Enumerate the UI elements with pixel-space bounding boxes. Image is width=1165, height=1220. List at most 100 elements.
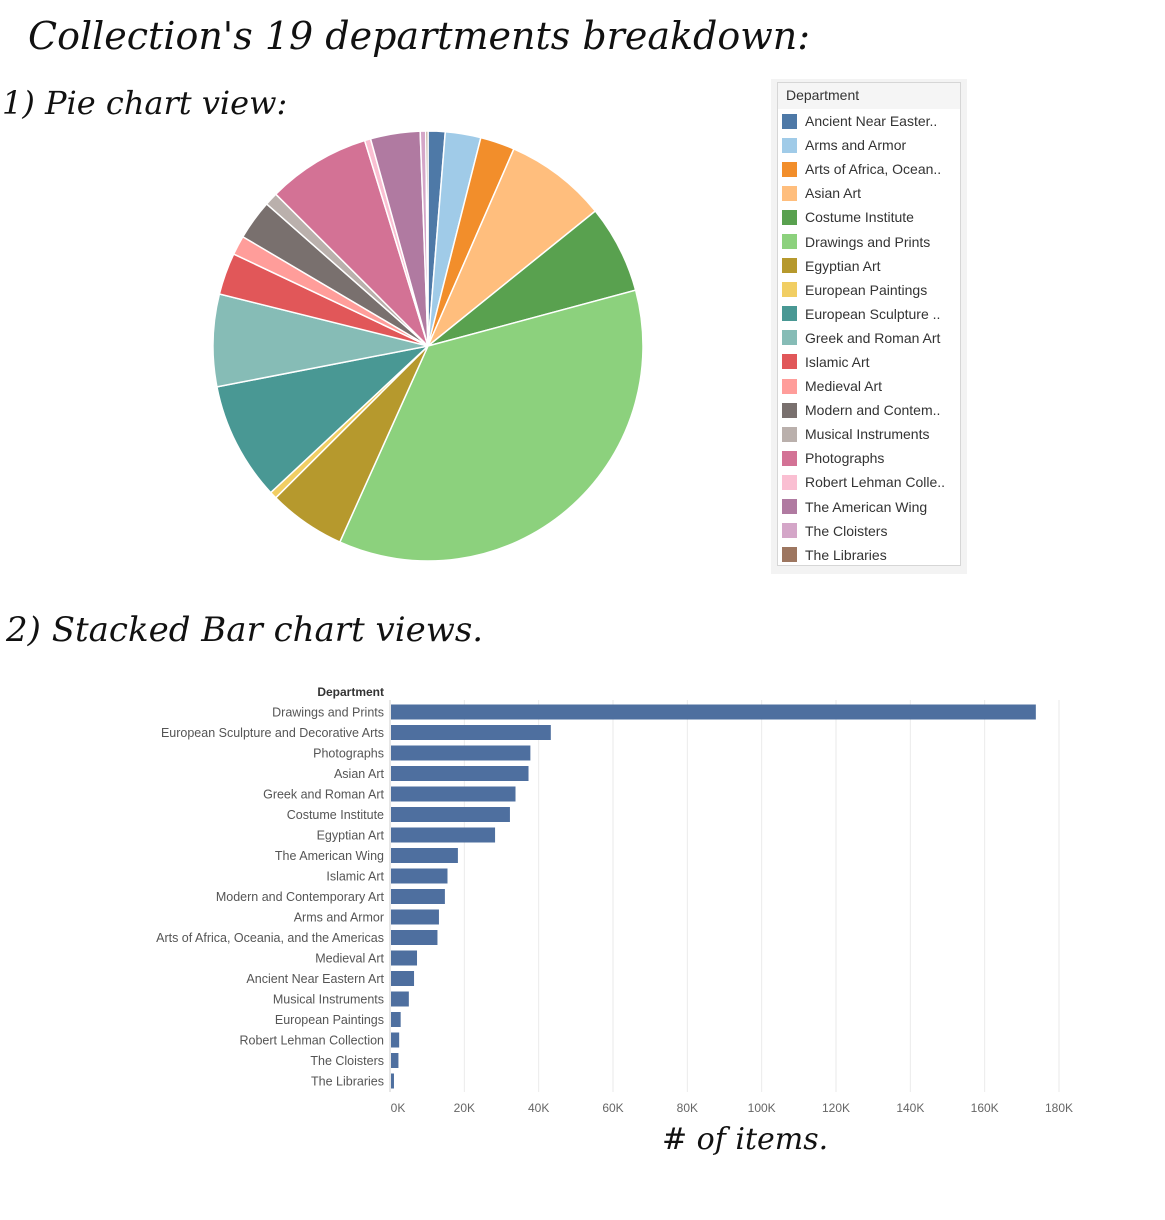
legend-swatch bbox=[782, 378, 797, 394]
pie-legend: Department Ancient Near Easter.. Arms and… bbox=[771, 79, 967, 574]
category-label: Egyptian Art bbox=[317, 829, 385, 843]
x-tick-label: 120K bbox=[822, 1101, 850, 1115]
bar[interactable] bbox=[391, 950, 418, 966]
category-label: Musical Instruments bbox=[273, 993, 384, 1007]
legend-label: Egyptian Art bbox=[805, 257, 881, 274]
legend-label: Asian Art bbox=[805, 185, 862, 202]
bar[interactable] bbox=[391, 971, 415, 986]
legend-label: Arts of Africa, Ocean.. bbox=[805, 161, 942, 178]
x-tick-label: 180K bbox=[1045, 1101, 1073, 1115]
handwritten-main-title: Collection's 19 departments breakdown: bbox=[28, 14, 811, 58]
legend-swatch bbox=[782, 547, 797, 563]
legend-item[interactable]: Arms and Armor bbox=[778, 133, 960, 157]
legend-label: Ancient Near Easter.. bbox=[805, 113, 938, 130]
bar[interactable] bbox=[391, 1012, 401, 1027]
pie-slice[interactable] bbox=[216, 344, 431, 494]
legend-swatch bbox=[782, 113, 797, 129]
legend-item[interactable]: Arts of Africa, Ocean.. bbox=[778, 157, 960, 181]
bar[interactable] bbox=[391, 1032, 400, 1048]
legend-swatch bbox=[782, 402, 797, 418]
legend-box: Department Ancient Near Easter.. Arms and… bbox=[777, 82, 961, 566]
legend-item[interactable]: Robert Lehman Colle.. bbox=[778, 470, 960, 494]
bar[interactable] bbox=[391, 909, 439, 925]
legend-label: European Paintings bbox=[805, 281, 928, 298]
legend-item[interactable]: Costume Institute bbox=[778, 205, 960, 229]
pie-slice[interactable] bbox=[425, 130, 429, 347]
legend-label: European Sculpture .. bbox=[805, 305, 941, 322]
category-label: Asian Art bbox=[334, 767, 385, 781]
legend-label: The Cloisters bbox=[805, 522, 888, 539]
legend-item[interactable]: Greek and Roman Art bbox=[778, 326, 960, 350]
pie-slice[interactable] bbox=[427, 147, 597, 347]
bar[interactable] bbox=[391, 848, 458, 863]
legend-item[interactable]: Medieval Art bbox=[778, 374, 960, 398]
bar[interactable] bbox=[391, 1073, 394, 1089]
category-label: The American Wing bbox=[275, 849, 384, 863]
legend-items: Ancient Near Easter.. Arms and Armor Arts … bbox=[778, 109, 960, 567]
handwritten-axis-note: # of items. bbox=[662, 1122, 829, 1157]
bar-chart: 0K 20K 40K 60K 80K 100K 120K 140K 160K 180K Depart… bbox=[156, 685, 1073, 1115]
category-label: Costume Institute bbox=[287, 808, 384, 822]
category-label: Photographs bbox=[313, 747, 384, 761]
bar[interactable] bbox=[391, 807, 510, 822]
bar[interactable] bbox=[391, 1053, 399, 1068]
legend-title: Department bbox=[778, 83, 960, 109]
handwritten-bar-heading: 2) Stacked Bar chart views. bbox=[6, 610, 484, 650]
legend-item[interactable]: The Libraries bbox=[778, 543, 960, 567]
legend-swatch bbox=[782, 161, 797, 177]
legend-label: Medieval Art bbox=[805, 378, 883, 395]
legend-label: Robert Lehman Colle.. bbox=[805, 474, 946, 491]
legend-item[interactable]: Modern and Contem.. bbox=[778, 398, 960, 422]
pie-chart bbox=[212, 130, 644, 562]
legend-swatch bbox=[782, 185, 797, 201]
bar[interactable] bbox=[391, 930, 438, 945]
legend-label: Islamic Art bbox=[805, 353, 870, 370]
x-tick-label: 80K bbox=[677, 1101, 698, 1115]
legend-label: Greek and Roman Art bbox=[805, 329, 941, 346]
bar[interactable] bbox=[391, 991, 409, 1007]
legend-item[interactable]: Musical Instruments bbox=[778, 422, 960, 446]
legend-swatch bbox=[782, 234, 797, 250]
handwritten-pie-heading: 1) Pie chart view: bbox=[2, 84, 288, 122]
legend-swatch bbox=[782, 330, 797, 346]
x-tick-label: 20K bbox=[454, 1101, 475, 1115]
legend-item[interactable]: Islamic Art bbox=[778, 350, 960, 374]
legend-swatch bbox=[782, 306, 797, 322]
category-label: The Libraries bbox=[311, 1075, 384, 1089]
legend-item[interactable]: Egyptian Art bbox=[778, 254, 960, 278]
legend-label: The American Wing bbox=[805, 498, 928, 515]
bar[interactable] bbox=[391, 889, 445, 904]
legend-item[interactable]: Ancient Near Easter.. bbox=[778, 109, 960, 133]
bar[interactable] bbox=[391, 704, 1036, 720]
legend-swatch bbox=[782, 282, 797, 298]
legend-swatch bbox=[782, 450, 797, 466]
legend-item[interactable]: European Sculpture .. bbox=[778, 302, 960, 326]
legend-item[interactable]: Drawings and Prints bbox=[778, 229, 960, 253]
bar[interactable] bbox=[391, 745, 531, 761]
legend-item[interactable]: Asian Art bbox=[778, 181, 960, 205]
category-label: Modern and Contemporary Art bbox=[216, 890, 385, 904]
bar[interactable] bbox=[391, 827, 496, 843]
legend-item[interactable]: The Cloisters bbox=[778, 519, 960, 543]
category-label: Robert Lehman Collection bbox=[239, 1034, 384, 1048]
legend-swatch bbox=[782, 426, 797, 442]
category-label: Arms and Armor bbox=[294, 911, 384, 925]
legend-swatch bbox=[782, 499, 797, 515]
y-axis-header: Department bbox=[317, 685, 384, 699]
bar[interactable] bbox=[391, 868, 448, 884]
category-label: Drawings and Prints bbox=[272, 706, 384, 720]
x-tick-label: 40K bbox=[528, 1101, 549, 1115]
legend-swatch bbox=[782, 474, 797, 490]
category-label: European Paintings bbox=[275, 1013, 384, 1027]
bar[interactable] bbox=[391, 786, 516, 802]
category-label: Ancient Near Eastern Art bbox=[246, 972, 384, 986]
legend-item[interactable]: Photographs bbox=[778, 446, 960, 470]
bar[interactable] bbox=[391, 766, 529, 781]
legend-item[interactable]: The American Wing bbox=[778, 495, 960, 519]
bar[interactable] bbox=[391, 725, 551, 740]
legend-swatch bbox=[782, 137, 797, 153]
pie-slice[interactable] bbox=[274, 139, 429, 347]
legend-item[interactable]: European Paintings bbox=[778, 278, 960, 302]
pie-slice[interactable] bbox=[338, 289, 644, 562]
category-label: The Cloisters bbox=[310, 1054, 384, 1068]
